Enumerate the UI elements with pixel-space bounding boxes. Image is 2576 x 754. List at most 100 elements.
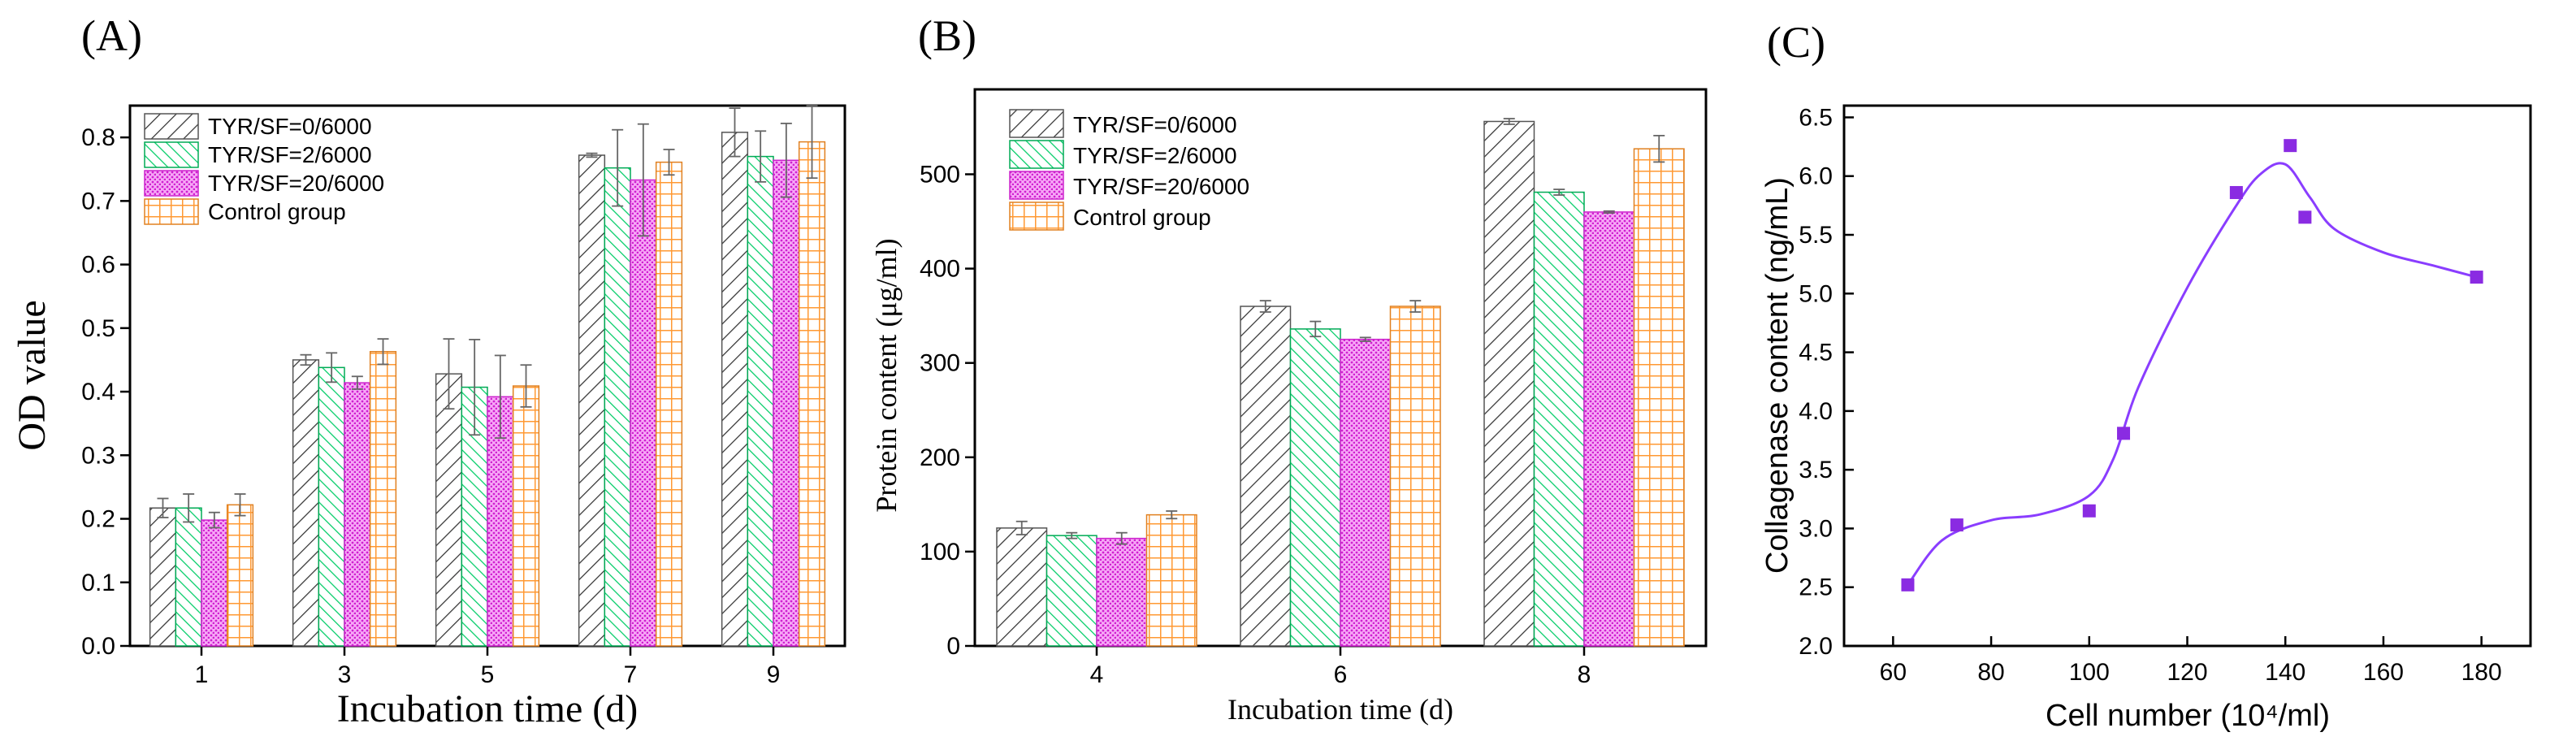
y-tick-label: 5.0 (1799, 280, 1833, 307)
legend-swatch (144, 170, 199, 197)
x-tick-label: 80 (1977, 659, 2004, 686)
panel-b-marks: 0 100 200 300 400 500 4 6 8 TYR/SF=0/6000 TYR/SF=2… (920, 109, 1685, 688)
y-tick-label: 400 (920, 256, 960, 283)
panel-b-y-axis-label: Protein content (μg/ml) (870, 238, 903, 512)
y-tick-label: 3.0 (1799, 515, 1833, 542)
bar (149, 507, 177, 647)
y-tick-label: 6.0 (1799, 163, 1833, 190)
bar (226, 504, 254, 647)
data-point (2117, 427, 2131, 440)
data-point (1950, 518, 1963, 532)
data-point (1901, 578, 1915, 592)
bar (175, 507, 202, 647)
x-tick-label: 3 (338, 661, 352, 688)
panel-c-label: (C) (1767, 18, 1825, 67)
legend-label: Control group (1073, 205, 1211, 230)
y-tick-label: 300 (920, 350, 960, 377)
legend-label: TYR/SF=2/6000 (208, 142, 372, 167)
y-tick-label: 0.6 (81, 252, 115, 279)
data-point (2082, 504, 2096, 518)
legend-label: Control group (208, 199, 346, 224)
bar (604, 167, 631, 647)
y-tick-label: 0.3 (81, 442, 115, 469)
panel-a-x-axis-label: Incubation time (d) (337, 687, 639, 730)
bar (721, 132, 749, 647)
y-tick-label: 0.2 (81, 506, 115, 533)
x-tick-label: 140 (2265, 659, 2305, 686)
x-tick-label: 6 (1334, 661, 1348, 688)
bar (1289, 328, 1341, 647)
y-tick-label: 100 (920, 539, 960, 566)
bar (1240, 306, 1292, 647)
y-tick-label: 4.5 (1799, 340, 1833, 366)
data-point (2470, 271, 2483, 284)
legend-swatch (1009, 140, 1064, 169)
bar (292, 359, 320, 647)
x-tick-label: 100 (2069, 659, 2110, 686)
bar (1046, 535, 1098, 647)
bar (1389, 306, 1441, 647)
x-tick-label: 1 (195, 661, 209, 688)
bar (655, 161, 683, 647)
panel-a-label: (A) (81, 11, 142, 60)
bar (1583, 211, 1635, 647)
panel-c-plot-frame (1842, 104, 2532, 648)
legend-swatch (144, 141, 199, 168)
y-tick-label: 4.0 (1799, 398, 1833, 425)
panel-a: (A) 0.0 0.1 0.2 0.3 0.4 0.5 0.6 0.7 0.8 1 3 5 7 9 TYR/… (11, 11, 846, 730)
bar (1533, 191, 1585, 647)
bar (344, 382, 371, 647)
bar (1483, 120, 1535, 647)
legend-label: TYR/SF=0/6000 (1073, 112, 1237, 137)
bar (1633, 148, 1685, 647)
bar (747, 155, 774, 647)
bar (512, 385, 540, 647)
panel-b-x-axis-label: Incubation time (d) (1227, 693, 1453, 726)
x-tick-label: 180 (2461, 659, 2502, 686)
panel-c: (C) 2.0 2.5 3.0 3.5 4.0 4.5 5.0 5.5 6.0 6.5 60 80 10… (1760, 18, 2532, 733)
bar (369, 351, 397, 647)
legend-swatch (144, 198, 199, 225)
bar (578, 154, 606, 647)
panel-c-y-axis-label: Collagenase content (ng/mL) (1760, 177, 1795, 574)
panel-b: (B) 0 100 200 300 400 500 4 6 8 TYR/SF=0/6000 TYR/… (870, 11, 1708, 726)
y-tick-label: 0.7 (81, 188, 115, 214)
y-tick-label: 2.5 (1799, 574, 1833, 601)
legend-swatch (1009, 202, 1064, 231)
data-point (2229, 185, 2243, 199)
legend-label: TYR/SF=2/6000 (1073, 143, 1237, 168)
bar (318, 366, 345, 647)
y-tick-label: 0 (946, 633, 960, 660)
panel-a-marks: 0.0 0.1 0.2 0.3 0.4 0.5 0.6 0.7 0.8 1 3 5 7 9 TYR/SF=0… (81, 105, 826, 688)
bar (1096, 537, 1148, 647)
x-tick-label: 9 (767, 661, 781, 688)
legend-swatch (1009, 109, 1064, 138)
x-tick-label: 8 (1578, 661, 1591, 688)
bar (201, 519, 228, 647)
bar (435, 373, 463, 647)
legend-label: TYR/SF=0/6000 (208, 114, 372, 139)
bar (461, 386, 488, 647)
bar (1340, 338, 1392, 647)
legend-label: TYR/SF=20/6000 (1073, 174, 1249, 199)
y-tick-label: 3.5 (1799, 457, 1833, 483)
y-tick-label: 0.4 (81, 379, 115, 405)
y-tick-label: 0.1 (81, 570, 115, 596)
panel-c-marks: 2.0 2.5 3.0 3.5 4.0 4.5 5.0 5.5 6.0 6.5 60 80 100 120… (1799, 104, 2501, 686)
data-point (2284, 139, 2297, 153)
x-tick-label: 160 (2363, 659, 2404, 686)
y-tick-label: 5.5 (1799, 222, 1833, 249)
panel-a-y-axis-label: OD value (11, 300, 54, 450)
panel-c-x-axis-label: Cell number (10⁴/ml) (2046, 699, 2330, 733)
panel-b-label: (B) (918, 11, 976, 60)
legend-label: TYR/SF=20/6000 (208, 171, 384, 196)
y-tick-label: 0.8 (81, 124, 115, 151)
fit-curve (1907, 162, 2477, 586)
data-point (2298, 210, 2312, 224)
y-tick-label: 500 (920, 161, 960, 188)
x-tick-label: 120 (2167, 659, 2207, 686)
x-tick-label: 4 (1090, 661, 1104, 688)
bar (773, 159, 800, 647)
y-tick-label: 6.5 (1799, 104, 1833, 131)
